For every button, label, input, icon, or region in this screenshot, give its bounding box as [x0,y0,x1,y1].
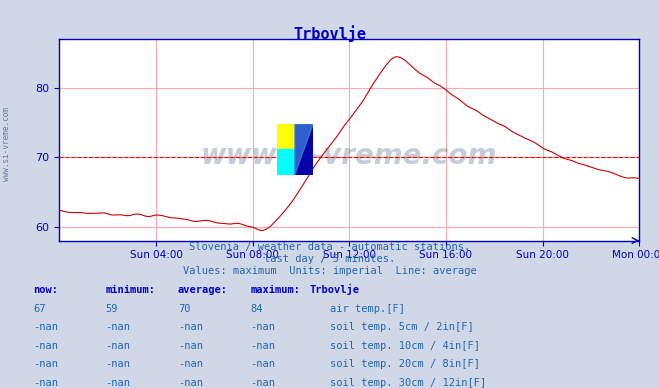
Bar [277,149,295,175]
Text: -nan: -nan [105,322,130,332]
Text: -nan: -nan [250,359,275,369]
Text: 59: 59 [105,303,118,314]
Text: -nan: -nan [105,359,130,369]
Text: Slovenia / weather data - automatic stations.: Slovenia / weather data - automatic stat… [189,242,470,252]
Text: -nan: -nan [178,322,203,332]
Text: -nan: -nan [105,378,130,388]
Text: -nan: -nan [105,341,130,351]
Text: Trbovlje: Trbovlje [310,284,360,295]
Text: 70: 70 [178,303,190,314]
Text: -nan: -nan [250,378,275,388]
Text: Values: maximum  Units: imperial  Line: average: Values: maximum Units: imperial Line: av… [183,265,476,275]
Text: -nan: -nan [33,378,58,388]
Text: last day / 5 minutes.: last day / 5 minutes. [264,254,395,264]
Text: air temp.[F]: air temp.[F] [330,303,405,314]
Text: soil temp. 30cm / 12in[F]: soil temp. 30cm / 12in[F] [330,378,486,388]
Text: -nan: -nan [178,341,203,351]
Text: -nan: -nan [33,322,58,332]
Text: 84: 84 [250,303,263,314]
Text: -nan: -nan [33,341,58,351]
Text: www.si-vreme.com: www.si-vreme.com [201,142,498,170]
Text: -nan: -nan [178,378,203,388]
Text: -nan: -nan [250,322,275,332]
Text: now:: now: [33,285,58,295]
Text: Trbovlje: Trbovlje [293,25,366,42]
Text: minimum:: minimum: [105,285,156,295]
Text: soil temp. 5cm / 2in[F]: soil temp. 5cm / 2in[F] [330,322,473,332]
Text: -nan: -nan [250,341,275,351]
Bar [277,124,295,149]
Text: www.si-vreme.com: www.si-vreme.com [2,107,11,180]
Polygon shape [295,124,313,175]
Text: -nan: -nan [178,359,203,369]
Polygon shape [295,124,313,175]
Text: maximum:: maximum: [250,285,301,295]
Text: soil temp. 10cm / 4in[F]: soil temp. 10cm / 4in[F] [330,341,480,351]
Text: 67: 67 [33,303,45,314]
Text: average:: average: [178,285,228,295]
Text: -nan: -nan [33,359,58,369]
Text: soil temp. 20cm / 8in[F]: soil temp. 20cm / 8in[F] [330,359,480,369]
